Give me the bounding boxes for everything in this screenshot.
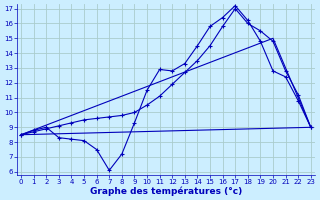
X-axis label: Graphe des températures (°c): Graphe des températures (°c) <box>90 186 242 196</box>
